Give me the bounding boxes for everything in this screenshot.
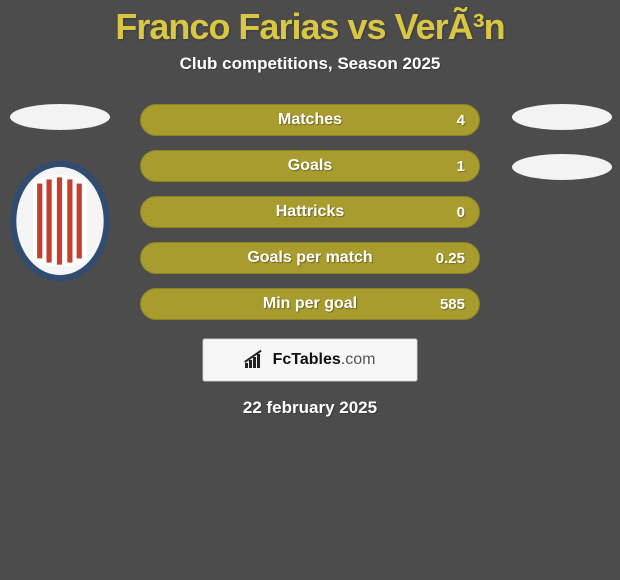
fctables-label: FcTables.com	[273, 351, 376, 369]
fctables-badge: FcTables.com	[202, 338, 418, 382]
crest-stripe	[67, 179, 72, 262]
crest-stripe	[37, 184, 42, 259]
bar-chart-icon	[245, 352, 265, 368]
comparison-area: Matches 4 Goals 1 Hattricks 0 Goals per match 0…	[0, 104, 620, 320]
crest-stripe	[46, 179, 51, 262]
stat-bar: Hattricks 0	[140, 196, 480, 228]
page-subtitle: Club competitions, Season 2025	[0, 54, 620, 74]
brand-suffix: .com	[341, 351, 376, 368]
stat-label: Hattricks	[276, 203, 344, 221]
page-title: Franco Farias vs VerÃ³n	[0, 0, 620, 48]
brand-main: FcTables	[273, 351, 341, 368]
stat-value-right: 585	[440, 296, 465, 313]
stat-bars: Matches 4 Goals 1 Hattricks 0 Goals per match 0…	[140, 104, 480, 320]
snapshot-date: 22 february 2025	[0, 398, 620, 418]
stat-bar: Goals per match 0.25	[140, 242, 480, 274]
stat-value-right: 0.25	[436, 250, 465, 267]
stat-label: Matches	[278, 111, 342, 129]
stat-label: Goals	[288, 157, 332, 175]
stat-bar: Goals 1	[140, 150, 480, 182]
stat-value-right: 0	[457, 204, 465, 221]
player-right-placeholder	[512, 104, 612, 130]
club-right-placeholder	[512, 154, 612, 180]
stat-bar: Min per goal 585	[140, 288, 480, 320]
page-root: Franco Farias vs VerÃ³n Club competition…	[0, 0, 620, 580]
player-left-placeholder	[10, 104, 110, 130]
stat-label: Goals per match	[247, 249, 372, 267]
stat-value-right: 4	[457, 112, 465, 129]
stat-bar: Matches 4	[140, 104, 480, 136]
stat-label: Min per goal	[263, 295, 357, 313]
crest-stripe	[57, 177, 62, 264]
crest-stripe	[77, 184, 82, 259]
club-crest-icon	[8, 158, 112, 284]
stat-value-right: 1	[457, 158, 465, 175]
